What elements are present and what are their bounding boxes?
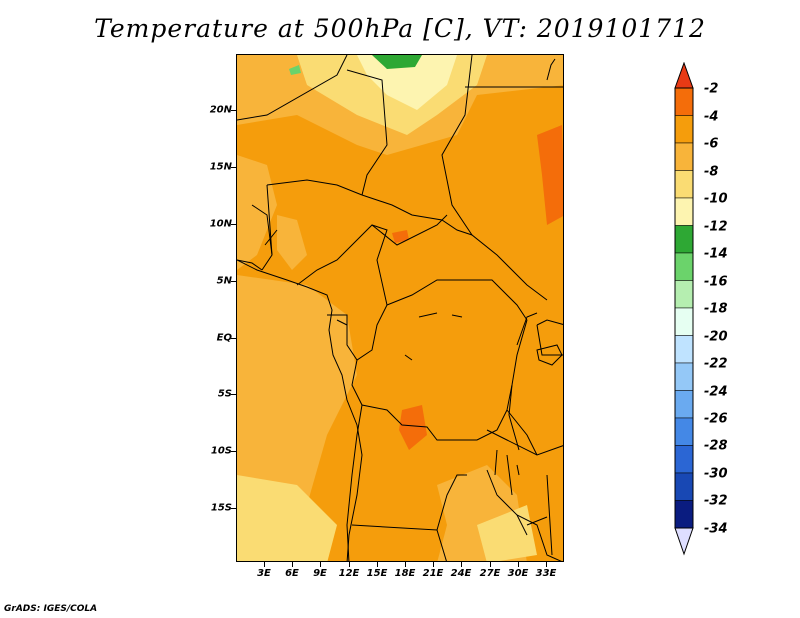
lat-tick [231,451,236,452]
credit-text: GrADS: IGES/COLA [4,604,98,614]
field-car-warm [392,230,409,243]
colorbar-cell [674,87,694,116]
colorbar-label: -16 [704,274,728,290]
colorbar-cell [674,142,694,171]
lon-label-15e: 15E [366,568,388,579]
colorbar-label: -18 [704,301,728,317]
map-panel [236,54,564,562]
colorbar [674,62,694,556]
lat-label-10n: 10N [209,218,232,230]
field-south-east-light [477,505,537,561]
lon-label-30e: 30E [507,568,529,579]
lon-tick [405,562,406,567]
temperature-field [237,55,563,561]
field-north-green [372,55,422,69]
colorbar-label: -24 [704,384,728,400]
colorbar-cells [674,62,694,556]
lon-tick [490,562,491,567]
colorbar-label: -32 [704,493,728,509]
lon-tick [349,562,350,567]
field-east-warm [537,125,563,225]
coastline [237,259,363,561]
colorbar-label: -30 [704,466,728,482]
field-nigeria-patch [277,215,307,270]
colorbar-bottom-arrow [674,527,694,556]
colorbar-label: -26 [704,411,728,427]
colorbar-label: -14 [704,246,728,262]
colorbar-label: -12 [704,219,728,235]
lat-tick [231,110,236,111]
lat-label-15n: 15N [209,161,232,173]
colorbar-label: -8 [704,164,719,180]
colorbar-cell [674,445,694,474]
colorbar-cell [674,472,694,501]
lon-label-24e: 24E [450,568,472,579]
colorbar-label: -6 [704,136,719,152]
colorbar-cell [674,307,694,336]
lon-tick [264,562,265,567]
lon-label-33e: 33E [535,568,557,579]
colorbar-label: -2 [704,81,719,97]
colorbar-cell [674,170,694,199]
lon-tick [320,562,321,567]
lon-label-6e: 6E [285,568,299,579]
colorbar-label: -34 [704,521,728,537]
colorbar-outline [674,87,694,529]
lon-tick [461,562,462,567]
lat-label-15s: 15S [210,502,232,514]
colorbar-cell [674,335,694,364]
field-west-coast [237,155,277,270]
colorbar-label: -4 [704,109,719,125]
lon-label-9e: 9E [313,568,327,579]
lat-label-5n: 5N [216,275,232,287]
colorbar-cell [674,417,694,446]
field-north-green-spot [289,65,301,75]
lat-tick [231,508,236,509]
lakes [404,58,563,526]
lon-tick [377,562,378,567]
field-south-west [237,475,337,561]
field-north-pale [357,55,457,110]
lon-label-3e: 3E [257,568,271,579]
lat-label-20n: 20N [209,104,232,116]
chart-title: Temperature at 500hPa [C], VT: 201910171… [94,14,706,43]
colorbar-cell [674,390,694,419]
lon-tick [292,562,293,567]
lon-tick [546,562,547,567]
field-congo-warm [399,405,427,450]
colorbar-cell [674,500,694,529]
colorbar-cell [674,225,694,254]
lat-tick [231,394,236,395]
lon-label-18e: 18E [394,568,416,579]
colorbar-cell [674,197,694,226]
lat-tick [231,167,236,168]
colorbar-cell [674,362,694,391]
lat-label-10s: 10S [210,445,232,457]
colorbar-label: -22 [704,356,728,372]
lon-tick [518,562,519,567]
lon-tick [433,562,434,567]
lat-tick [231,224,236,225]
lon-label-27e: 27E [479,568,501,579]
lat-tick [231,338,236,339]
lat-label-eq: EQ [216,332,232,344]
lon-label-21e: 21E [422,568,444,579]
colorbar-label: -10 [704,191,728,207]
colorbar-label: -28 [704,438,728,454]
colorbar-label: -20 [704,329,728,345]
colorbar-cell [674,280,694,309]
lat-label-5s: 5S [217,388,232,400]
lat-tick [231,281,236,282]
lon-label-12e: 12E [338,568,360,579]
colorbar-top-arrow [674,62,694,89]
colorbar-cell [674,252,694,281]
colorbar-cell [674,115,694,144]
